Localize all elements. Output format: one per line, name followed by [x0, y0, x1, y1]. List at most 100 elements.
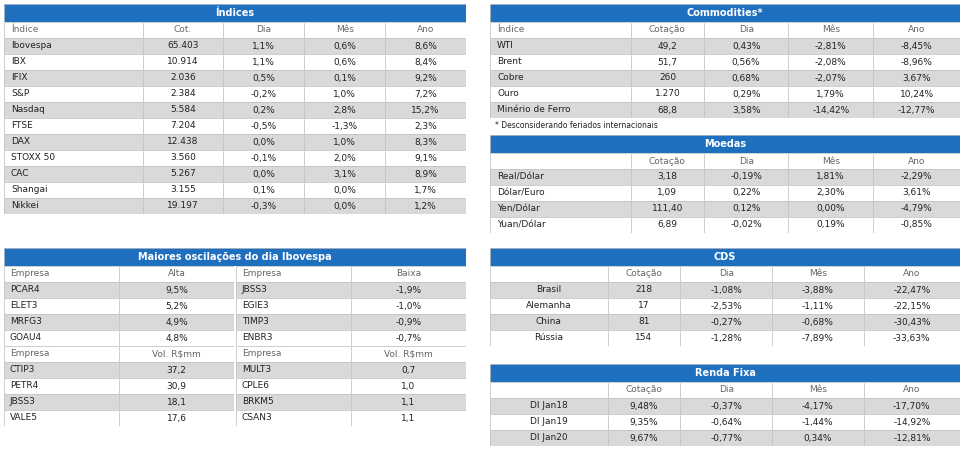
Text: -0,64%: -0,64%	[710, 418, 742, 427]
Text: 1,1: 1,1	[402, 414, 415, 423]
Text: -0,19%: -0,19%	[730, 172, 762, 181]
Text: -0,5%: -0,5%	[251, 122, 277, 131]
Text: -12,77%: -12,77%	[897, 106, 935, 114]
Text: JBSS3: JBSS3	[10, 397, 36, 406]
Text: BRKM5: BRKM5	[242, 397, 273, 406]
Text: 9,35%: 9,35%	[630, 418, 658, 427]
Text: VALE5: VALE5	[10, 414, 38, 423]
Text: 0,0%: 0,0%	[252, 170, 275, 179]
Text: 6,89: 6,89	[658, 220, 677, 229]
Text: 0,5%: 0,5%	[252, 74, 275, 83]
Text: DAX: DAX	[11, 137, 30, 146]
Text: 0,56%: 0,56%	[732, 57, 760, 66]
Text: Shangai: Shangai	[11, 185, 47, 194]
Text: 8,3%: 8,3%	[414, 137, 437, 146]
Text: EGIE3: EGIE3	[242, 301, 269, 311]
Text: -17,70%: -17,70%	[893, 401, 930, 410]
Text: 9,5%: 9,5%	[165, 286, 188, 295]
Text: ENBR3: ENBR3	[242, 334, 272, 343]
Text: -0,9%: -0,9%	[395, 317, 421, 326]
Text: 68,8: 68,8	[658, 106, 677, 114]
Text: 9,1%: 9,1%	[414, 154, 437, 163]
Text: 0,0%: 0,0%	[333, 185, 356, 194]
Text: 0,43%: 0,43%	[732, 41, 760, 50]
Text: -2,08%: -2,08%	[815, 57, 846, 66]
Text: 10.914: 10.914	[167, 57, 199, 66]
Text: Mês: Mês	[809, 269, 827, 278]
Text: JBSS3: JBSS3	[242, 286, 268, 295]
Text: 1,1%: 1,1%	[252, 41, 275, 50]
Text: -0,68%: -0,68%	[802, 317, 834, 326]
Text: GOAU4: GOAU4	[10, 334, 42, 343]
Text: -4,17%: -4,17%	[802, 401, 834, 410]
Text: 0,22%: 0,22%	[732, 189, 760, 198]
Text: 0,6%: 0,6%	[333, 41, 356, 50]
Text: Cotação: Cotação	[649, 26, 686, 35]
Text: 154: 154	[636, 334, 652, 343]
Text: Dia: Dia	[719, 269, 733, 278]
Text: -4,79%: -4,79%	[900, 204, 932, 214]
Text: 12.438: 12.438	[167, 137, 199, 146]
Text: 5.584: 5.584	[170, 106, 196, 114]
Text: -0,3%: -0,3%	[251, 202, 277, 211]
Text: -0,27%: -0,27%	[710, 317, 742, 326]
Text: Índices: Índices	[215, 8, 255, 18]
Text: 3.155: 3.155	[170, 185, 196, 194]
Text: 1,09: 1,09	[658, 189, 677, 198]
Text: 5,2%: 5,2%	[165, 301, 187, 311]
Text: 10,24%: 10,24%	[899, 89, 933, 98]
Text: MULT3: MULT3	[242, 365, 270, 374]
Text: -33,63%: -33,63%	[893, 334, 930, 343]
Text: 4,8%: 4,8%	[165, 334, 187, 343]
Text: 1,0: 1,0	[402, 382, 415, 391]
Text: -0,37%: -0,37%	[710, 401, 742, 410]
Text: DI Jan19: DI Jan19	[530, 418, 568, 427]
Text: 1,0%: 1,0%	[333, 89, 356, 98]
Text: TIMP3: TIMP3	[242, 317, 269, 326]
Text: Moedas: Moedas	[704, 139, 746, 149]
Text: 3.560: 3.560	[170, 154, 196, 163]
Text: 51,7: 51,7	[658, 57, 677, 66]
Text: Mês: Mês	[336, 26, 354, 35]
Text: 9,2%: 9,2%	[414, 74, 437, 83]
Text: -1,9%: -1,9%	[395, 286, 421, 295]
Text: -1,3%: -1,3%	[331, 122, 357, 131]
Text: Baixa: Baixa	[396, 269, 421, 278]
Text: 49,2: 49,2	[658, 41, 677, 50]
Text: -0,02%: -0,02%	[730, 220, 762, 229]
Text: 8,9%: 8,9%	[414, 170, 437, 179]
Text: Ano: Ano	[903, 386, 921, 395]
Text: 0,00%: 0,00%	[816, 204, 845, 214]
Text: 8,4%: 8,4%	[414, 57, 437, 66]
Text: 17: 17	[639, 301, 650, 311]
Text: Vol. R$mm: Vol. R$mm	[152, 349, 201, 358]
Text: 0,1%: 0,1%	[333, 74, 356, 83]
Text: -2,53%: -2,53%	[710, 301, 742, 311]
Text: 0,12%: 0,12%	[732, 204, 760, 214]
Text: 0,7: 0,7	[402, 365, 415, 374]
Text: 2,3%: 2,3%	[414, 122, 437, 131]
Text: Commodities*: Commodities*	[687, 8, 763, 18]
Text: -2,81%: -2,81%	[815, 41, 846, 50]
Text: 0,0%: 0,0%	[252, 137, 275, 146]
Text: Mês: Mês	[809, 386, 827, 395]
Text: CDS: CDS	[714, 252, 736, 262]
Text: Dia: Dia	[719, 386, 733, 395]
Text: -0,7%: -0,7%	[395, 334, 421, 343]
Text: -14,42%: -14,42%	[812, 106, 849, 114]
Text: -1,28%: -1,28%	[710, 334, 742, 343]
Text: Real/Dólar: Real/Dólar	[497, 172, 544, 181]
Text: -8,45%: -8,45%	[900, 41, 932, 50]
Text: 9,67%: 9,67%	[630, 433, 658, 443]
Text: 1.270: 1.270	[655, 89, 680, 98]
Text: Nasdaq: Nasdaq	[11, 106, 44, 114]
Text: PCAR4: PCAR4	[10, 286, 40, 295]
Text: 1,7%: 1,7%	[414, 185, 437, 194]
Text: China: China	[536, 317, 561, 326]
Text: 0,6%: 0,6%	[333, 57, 356, 66]
Text: STOXX 50: STOXX 50	[11, 154, 55, 163]
Text: Renda Fixa: Renda Fixa	[695, 368, 755, 378]
Text: WTI: WTI	[497, 41, 514, 50]
Text: -1,44%: -1,44%	[802, 418, 834, 427]
Text: 81: 81	[639, 317, 650, 326]
